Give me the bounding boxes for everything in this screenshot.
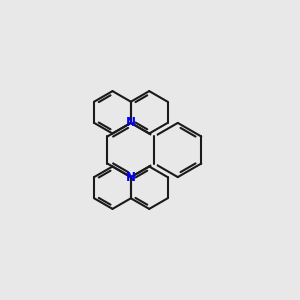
Text: N: N	[126, 171, 136, 184]
Text: N: N	[126, 116, 136, 129]
